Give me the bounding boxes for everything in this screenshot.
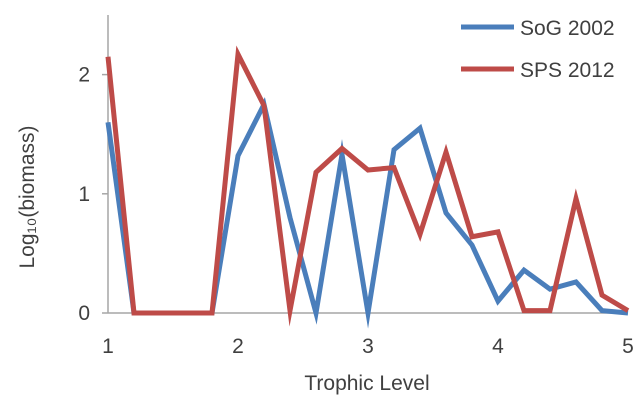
x-tick-label: 4 xyxy=(492,335,504,358)
y-tick-label: 2 xyxy=(78,64,90,87)
series-line-sog-2002 xyxy=(105,97,629,329)
legend-label: SoG 2002 xyxy=(520,17,615,40)
y-tick-label: 1 xyxy=(78,183,90,206)
series-line-sps-2012 xyxy=(105,45,630,327)
legend: SoG 2002 SPS 2012 xyxy=(461,17,615,82)
x-tick-label: 5 xyxy=(622,335,634,358)
y-axis-title: Log₁₀(biomass) xyxy=(16,125,39,268)
x-tick-label: 1 xyxy=(102,335,114,358)
x-tick-label: 3 xyxy=(362,335,374,358)
x-tick-label: 2 xyxy=(232,335,244,358)
y-tick-label: 0 xyxy=(78,302,90,325)
plot-area xyxy=(105,45,630,329)
legend-label: SPS 2012 xyxy=(520,59,615,82)
x-axis-title: Trophic Level xyxy=(304,372,429,395)
